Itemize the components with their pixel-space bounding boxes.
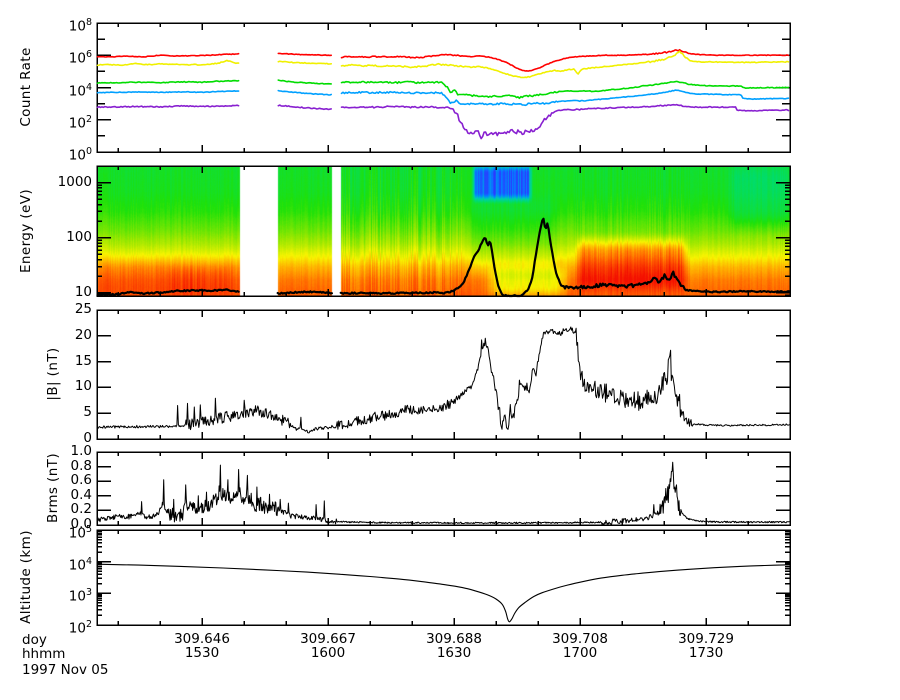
b-rms-axis-title: Brms (nT) <box>45 453 61 523</box>
count-rate-axis-title: Count Rate <box>18 47 34 127</box>
b-magnitude-axis-title: |B| (nT) <box>45 347 61 401</box>
altitude-ytick-label: 105 <box>68 524 92 542</box>
doy-tick-label: 309.646 <box>174 631 230 647</box>
count-rate-ytick-label: 102 <box>68 113 92 132</box>
panel-frame <box>96 309 791 440</box>
b_magnitude-ytick-label: 10 <box>74 378 92 395</box>
b_rms-ytick-label: 0.4 <box>70 486 92 503</box>
b_magnitude-ytick-label: 25 <box>74 301 92 317</box>
b_magnitude-ytick-label: 0 <box>83 430 92 446</box>
energy-axis-title: Energy (eV) <box>18 188 34 274</box>
date-label: 1997 Nov 05 <box>22 662 109 678</box>
b_rms-ytick-label: 0.0 <box>70 516 92 532</box>
x-axis-row2-label: hhmm <box>22 646 66 662</box>
altitude-ytick-label: 104 <box>68 555 92 574</box>
panel-frame <box>96 165 791 297</box>
x-axis-row1-label: doy <box>22 632 47 648</box>
channel-2-yellow <box>96 50 790 79</box>
b_magnitude-ytick-label: 5 <box>83 404 92 421</box>
doy-tick-label: 309.708 <box>552 631 608 647</box>
doy-tick-label: 309.688 <box>426 631 482 647</box>
b_rms-ytick-label: 0.8 <box>70 457 92 474</box>
count-rate-ytick-label: 100 <box>68 146 92 164</box>
panel-frame <box>96 22 791 153</box>
channel-5-purple <box>96 103 790 140</box>
altitude-axis-title: Altitude (km) <box>18 530 34 624</box>
altitude-trace <box>96 563 791 623</box>
energy-ytick-label: 100 <box>66 228 92 245</box>
hhmm-tick-label: 1700 <box>562 645 598 661</box>
hhmm-tick-label: 1630 <box>436 645 472 661</box>
doy-tick-label: 309.729 <box>678 631 734 647</box>
b_magnitude-ytick-label: 20 <box>74 326 92 343</box>
count-rate-ytick-label: 106 <box>68 49 92 67</box>
hhmm-tick-label: 1600 <box>310 645 346 661</box>
hhmm-tick-label: 1730 <box>688 645 724 661</box>
b_magnitude-ytick-label: 15 <box>74 352 92 369</box>
b-rms-trace <box>97 461 790 525</box>
channel-1-red <box>96 48 790 72</box>
count-rate-ytick-label: 108 <box>68 17 92 35</box>
b-magnitude-trace <box>97 326 790 434</box>
b_rms-ytick-label: 0.2 <box>70 501 92 518</box>
panel-frame <box>96 451 791 526</box>
channel-3-green <box>96 79 790 100</box>
energy-ytick-label: 10 <box>74 283 92 300</box>
spectrogram-overlay-trace <box>96 217 791 298</box>
doy-tick-label: 309.667 <box>300 631 356 647</box>
altitude-ytick-label: 103 <box>68 587 92 605</box>
b_rms-ytick-label: 0.6 <box>70 472 92 489</box>
count-rate-ytick-label: 104 <box>68 81 92 99</box>
energy-ytick-label: 1000 <box>57 173 92 190</box>
hhmm-tick-label: 1530 <box>184 645 220 661</box>
altitude-ytick-label: 102 <box>68 619 92 637</box>
b_rms-ytick-label: 1.0 <box>70 443 92 459</box>
channel-4-blue <box>96 89 790 107</box>
panel-frame <box>96 529 791 626</box>
